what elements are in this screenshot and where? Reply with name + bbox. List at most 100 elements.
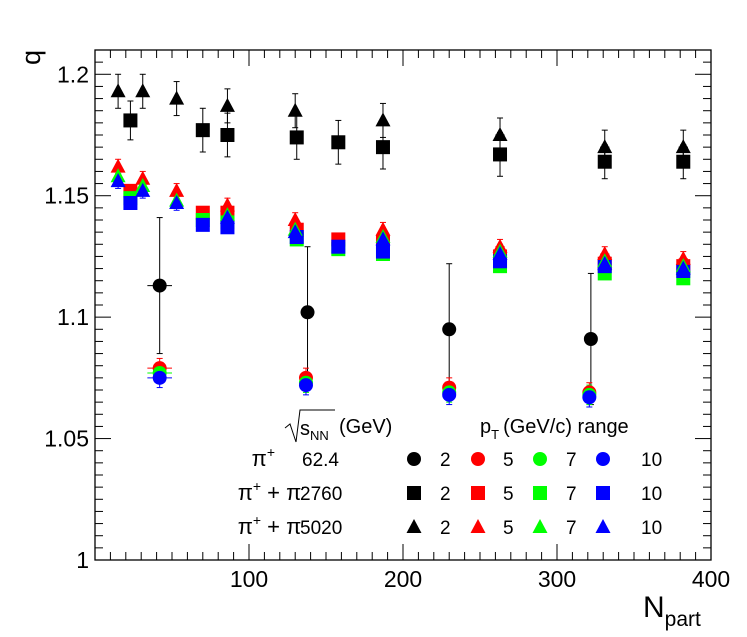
data-point-triangle-pt10 [219,209,235,224]
data-point-square-pt2 [331,135,346,150]
data-point-triangle-pt5 [110,158,126,173]
data-point-triangle-pt2 [169,90,185,105]
legend-energy-header-sub: NN [310,428,329,443]
legend-pt-label: 2 [440,484,451,505]
data-point-triangle-pt10 [135,182,151,197]
legend-marker-grid: 2 5 7 10 2 5 7 10 2 5 7 10 [406,450,662,539]
legend-marker-square-10 [596,486,610,500]
legend-pt-header: pT (GeV/c) range [480,416,629,442]
data-point-circle-pt2 [583,332,598,346]
data-point-circle-pt2 [152,278,167,293]
x-axis-label-sub: part [665,608,701,631]
data-point-circle-pt2 [300,305,315,320]
plot-frame [94,49,712,561]
data-point-circle-pt10 [298,378,313,393]
legend-pt-label: 5 [503,450,514,471]
x-axis-label: Npart [643,591,701,631]
data-point-square-pt2 [195,123,210,138]
data-point-triangle-pt10 [492,246,508,260]
data-point-square-pt2 [220,128,235,142]
legend-particle-62: π+ [252,444,275,471]
legend-marker-circle-5 [471,452,485,466]
legend-marker-square-5 [471,486,485,500]
x-tick-label: 300 [538,566,576,592]
y-tick-label: 1.1 [57,304,89,330]
legend-energy-header: sNN (GeV) [284,409,392,443]
legend-pt-label: 2 [440,450,451,471]
data-point-square-pt2 [375,140,390,155]
data-point-square-pt2 [597,154,612,169]
data-markers [110,83,691,405]
legend-pt-label: 5 [503,484,514,505]
data-point-square-pt2 [289,130,304,145]
legend-marker-triangle-2 [406,519,422,533]
legend-energy-62: 62.4 [302,450,339,471]
legend-marker-circle-7 [533,452,547,466]
legend-marker-triangle-10 [595,519,611,533]
data-point-square-pt10 [331,239,346,254]
data-point-square-pt10 [195,217,210,232]
data-point-triangle-pt2 [287,102,303,117]
legend-energy-header-unit: (GeV) [339,416,392,438]
legend-pt-header-sub: T [491,427,499,442]
legend-particle-2760: π+ + π- [238,478,307,505]
data-point-triangle-pt2 [375,112,391,127]
data-point-circle-pt10 [582,390,597,405]
legend-row-5020: π+ + π- 5020 [238,512,343,539]
x-tick-label: 200 [384,566,422,592]
legend-row-2760: π+ + π- 2760 [238,478,343,505]
data-point-triangle-pt5 [675,250,691,265]
legend-marker-triangle-7 [532,519,548,533]
data-point-triangle-pt5 [597,246,613,260]
legend-marker-circle-2 [407,452,421,466]
data-point-triangle-pt5 [375,221,391,236]
legend-particle-5020: π+ + π- [238,512,307,539]
svg-text:sNN: sNN [300,418,329,443]
legend-pt-label: 7 [566,484,577,505]
legend-pt-header-symbol: p [480,416,491,438]
x-tick-label: 400 [692,566,730,592]
legend-energy-2760: 2760 [300,484,342,505]
data-point-square-pt2 [123,113,138,128]
y-tick-label: 1.2 [57,61,89,87]
data-point-triangle-pt2 [597,139,613,154]
data-point-triangle-pt10 [375,231,391,246]
data-point-circle-pt2 [442,322,457,337]
data-point-triangle-pt2 [110,83,126,98]
legend-pt-label: 5 [503,518,514,539]
y-tick-label: 1.15 [44,183,89,209]
data-point-triangle-pt2 [219,97,235,112]
legend-pt-label: 2 [440,518,451,539]
legend-pt-label: 10 [641,484,662,505]
legend-pt-header-unit: (GeV/c) range [503,416,629,438]
data-point-triangle-pt5 [169,182,185,197]
legend: sNN (GeV) pT (GeV/c) range π+ 62.4 π+ + π… [238,409,662,539]
data-point-triangle-pt5 [135,170,151,185]
sqrt-sign-icon [284,409,335,443]
data-point-triangle-pt10 [110,173,126,188]
data-point-square-pt10 [220,220,235,235]
legend-energy-5020: 5020 [300,518,342,539]
legend-marker-square-7 [533,486,547,500]
y-axis-label: q [16,50,46,65]
legend-pt-label: 10 [641,450,662,471]
data-point-triangle-pt10 [287,224,303,239]
legend-marker-square-2 [407,486,421,500]
data-point-triangle-pt10 [597,255,613,270]
data-point-square-pt10 [123,196,138,210]
data-point-triangle-pt2 [675,139,691,154]
legend-marker-triangle-5 [470,519,486,533]
axis-tick-labels: 100 200 300 400 1 1.05 1.1 1.15 1.2 [44,61,730,592]
legend-energy-header-symbol: s [300,418,310,440]
y-tick-label: 1.05 [44,426,89,452]
legend-row-62: π+ 62.4 [252,444,340,471]
data-point-triangle-pt2 [492,127,508,141]
data-point-square-pt2 [493,147,508,162]
data-point-circle-pt10 [152,370,167,385]
axis-ticks [95,49,712,561]
data-point-triangle-pt10 [169,195,185,209]
legend-marker-circle-10 [596,452,610,466]
data-point-triangle-pt2 [135,83,151,98]
y-tick-label: 1 [76,547,89,573]
